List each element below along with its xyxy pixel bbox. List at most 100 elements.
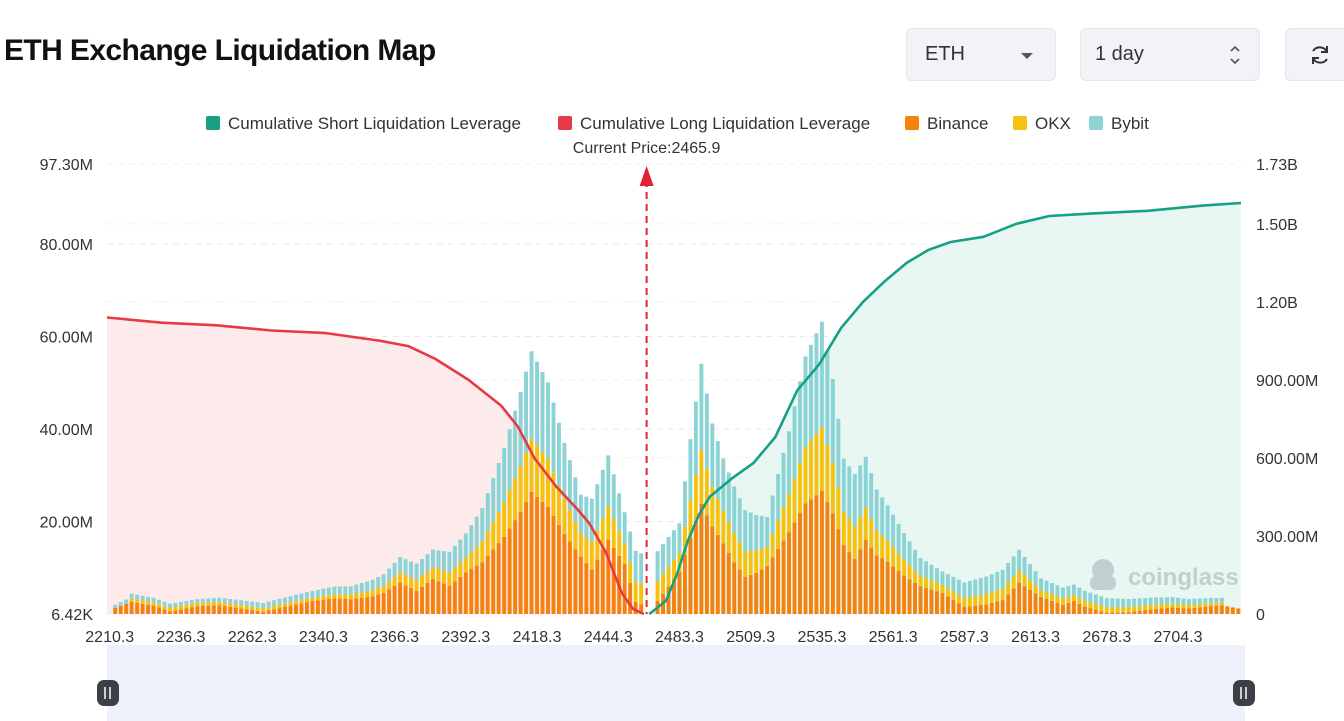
asset-select[interactable]: ETH [906,28,1056,81]
bar-okx [693,475,698,521]
bar-okx [239,605,244,609]
bar-binance [370,596,375,614]
short-liquidation-line [648,201,1242,616]
bar-bybit [425,554,430,572]
bar-binance [956,603,961,614]
refresh-button[interactable] [1285,28,1344,81]
bar-bybit [924,561,928,578]
bar-bybit [737,498,742,543]
bar-bybit [978,577,983,595]
bar-okx [721,510,726,544]
bar-okx [376,588,381,595]
range-slider[interactable] [97,645,1255,721]
bar-binance [1137,610,1142,614]
bar-okx [277,604,282,609]
bar-okx [792,478,797,523]
bar-okx [299,600,304,604]
bar-binance [474,565,479,614]
slider-handle-left[interactable] [97,680,119,706]
bar-binance [332,598,337,614]
bar-bybit [162,601,167,607]
bar-okx [617,530,622,556]
bar-okx [863,507,868,540]
bar-bybit [704,393,709,469]
time-range-select[interactable]: 1 day [1080,28,1260,81]
bar-binance [639,604,644,614]
bar-bybit [485,493,490,532]
bar-okx [365,591,370,598]
bar-okx [414,580,419,591]
bar-bybit [781,452,786,508]
bar-okx [929,580,934,590]
bar-okx [211,602,216,606]
bar-binance [1126,612,1131,614]
bar-bybit [743,510,748,552]
bar-okx [403,574,408,586]
bar-binance [151,605,156,614]
bar-binance [518,511,523,614]
bar-bybit [546,382,550,460]
bar-binance [157,607,162,614]
bar-bybit [951,576,956,592]
bar-bybit [343,586,348,595]
bar-bybit [135,594,140,600]
bar-binance [414,590,419,614]
bar-bybit [502,447,507,503]
bar-okx [1126,607,1131,613]
bar-bybit [1170,597,1175,604]
bar-binance [294,604,298,614]
bar-okx [907,564,912,580]
bar-bybit [200,598,205,603]
bar-binance [1143,610,1148,614]
bar-binance [1071,601,1076,614]
bar-bybit [584,496,589,538]
bar-binance [1110,612,1115,614]
bar-bybit [611,474,616,519]
bar-okx [288,602,293,606]
bar-binance [129,601,134,614]
bar-okx [973,595,978,606]
bar-okx [261,608,266,612]
bar-okx [430,567,435,579]
bar-okx [480,541,485,563]
bar-okx [1006,582,1011,595]
bar-okx [595,530,600,560]
bar-binance [310,601,315,614]
bar-bybit [332,586,337,595]
bar-binance [595,559,600,614]
bar-okx [1066,596,1071,603]
bar-bybit [562,442,567,499]
bar-okx [1088,602,1093,609]
bar-binance [1060,604,1065,614]
bar-binance [847,552,852,614]
bar-bybit [836,418,841,488]
bar-bybit [1093,594,1098,604]
bar-binance [168,611,172,614]
bar-bybit [956,579,961,595]
bar-binance [1148,609,1153,614]
bar-binance [502,536,507,614]
bar-binance [233,607,238,614]
slider-track[interactable] [107,645,1245,721]
bar-okx [880,535,885,559]
bar-bybit [1033,571,1038,585]
x-tick-label: 2561.3 [869,629,918,646]
bar-okx [748,550,753,575]
bar-bybit [376,577,381,589]
bar-okx [655,581,660,602]
bar-bybit [945,574,950,589]
current-price-marker: Current Price:2465.9 [573,140,721,614]
bar-binance [535,496,540,614]
bar-okx [332,594,337,599]
bar-binance [918,586,923,614]
bar-bybit [869,473,874,519]
slider-handle-right[interactable] [1233,680,1255,706]
bar-okx [524,452,529,502]
bar-binance [343,598,348,614]
bar-okx [885,540,890,562]
bar-okx [1110,607,1115,613]
bar-okx [1115,607,1120,613]
bar-okx [458,562,463,577]
bar-bybit [414,563,419,581]
bar-okx [759,548,764,570]
